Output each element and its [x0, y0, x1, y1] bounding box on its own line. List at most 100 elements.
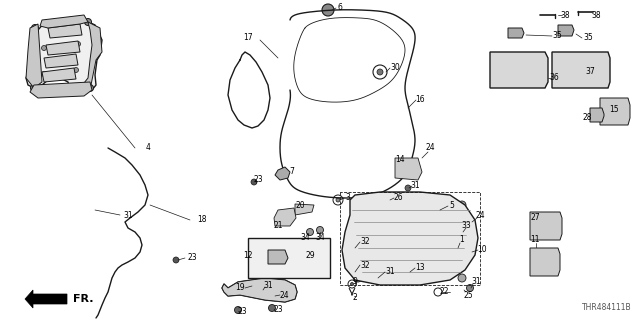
Text: 3: 3 [346, 194, 351, 203]
Text: 34: 34 [315, 234, 325, 243]
Text: FR.: FR. [73, 294, 93, 304]
Text: 31: 31 [123, 211, 133, 220]
Text: 6: 6 [337, 4, 342, 12]
Text: 30: 30 [390, 63, 400, 73]
Circle shape [234, 307, 241, 314]
Polygon shape [26, 18, 102, 92]
Polygon shape [295, 204, 314, 215]
Text: 29: 29 [305, 251, 315, 260]
Text: 9: 9 [353, 277, 357, 286]
Polygon shape [395, 158, 422, 180]
Text: 15: 15 [609, 106, 619, 115]
Text: 26: 26 [393, 194, 403, 203]
Circle shape [31, 25, 38, 31]
Circle shape [405, 185, 411, 191]
Circle shape [382, 232, 398, 248]
Text: 33: 33 [461, 220, 471, 229]
Text: 10: 10 [477, 245, 487, 254]
Polygon shape [274, 208, 296, 226]
Text: 34: 34 [300, 234, 310, 243]
Text: 37: 37 [585, 68, 595, 76]
Circle shape [458, 228, 465, 236]
Text: 22: 22 [439, 287, 449, 297]
Polygon shape [80, 22, 102, 94]
Text: 28: 28 [582, 114, 592, 123]
Circle shape [467, 284, 474, 292]
Polygon shape [342, 192, 478, 285]
Text: 31: 31 [471, 277, 481, 286]
Polygon shape [490, 52, 548, 88]
Circle shape [251, 179, 257, 185]
Text: 31: 31 [410, 180, 420, 189]
Text: 31: 31 [385, 268, 395, 276]
Text: 31: 31 [263, 281, 273, 290]
Text: 24: 24 [279, 291, 289, 300]
Polygon shape [558, 25, 574, 36]
Text: 32: 32 [360, 237, 370, 246]
Circle shape [354, 274, 362, 282]
Polygon shape [530, 248, 560, 276]
Circle shape [427, 232, 443, 248]
Circle shape [377, 69, 383, 75]
Circle shape [76, 42, 81, 46]
Text: 1: 1 [460, 236, 465, 244]
Polygon shape [25, 290, 67, 308]
Polygon shape [268, 250, 288, 264]
Text: 5: 5 [449, 201, 454, 210]
Polygon shape [222, 278, 297, 302]
Polygon shape [508, 28, 524, 38]
Text: 35: 35 [552, 30, 562, 39]
Text: 32: 32 [360, 260, 370, 269]
Polygon shape [530, 212, 562, 240]
Text: 19: 19 [235, 284, 245, 292]
Circle shape [317, 227, 323, 234]
Text: 23: 23 [187, 253, 197, 262]
Text: 14: 14 [395, 156, 405, 164]
Text: 25: 25 [463, 291, 473, 300]
Circle shape [458, 201, 466, 209]
Polygon shape [248, 238, 330, 278]
Polygon shape [42, 68, 76, 82]
Circle shape [354, 201, 362, 209]
Polygon shape [600, 98, 630, 125]
Text: 17: 17 [243, 34, 253, 43]
Circle shape [86, 84, 93, 92]
Text: 36: 36 [549, 74, 559, 83]
Circle shape [322, 4, 334, 16]
Circle shape [84, 19, 92, 26]
Circle shape [259, 287, 265, 293]
Circle shape [74, 68, 79, 73]
Polygon shape [26, 24, 42, 88]
Text: 18: 18 [197, 215, 207, 225]
Text: 16: 16 [415, 95, 425, 105]
Circle shape [42, 71, 47, 76]
Text: 38: 38 [560, 11, 570, 20]
Text: 38: 38 [591, 11, 601, 20]
Polygon shape [44, 54, 78, 68]
Polygon shape [590, 108, 604, 122]
Text: 23: 23 [237, 308, 247, 316]
Polygon shape [40, 15, 88, 28]
Circle shape [173, 257, 179, 263]
Polygon shape [275, 167, 290, 180]
Text: 20: 20 [295, 201, 305, 210]
Text: 23: 23 [273, 306, 283, 315]
Circle shape [42, 45, 47, 51]
Text: 21: 21 [273, 220, 283, 229]
Circle shape [336, 198, 340, 202]
Text: 35: 35 [583, 34, 593, 43]
Circle shape [458, 274, 466, 282]
Text: 4: 4 [145, 143, 150, 153]
Polygon shape [48, 24, 82, 38]
Text: 13: 13 [415, 263, 425, 273]
Polygon shape [30, 82, 92, 98]
Text: 27: 27 [530, 213, 540, 222]
Polygon shape [552, 52, 610, 88]
Circle shape [31, 84, 38, 92]
Text: 23: 23 [253, 175, 263, 185]
Circle shape [269, 305, 275, 311]
Polygon shape [46, 41, 80, 55]
Text: 12: 12 [243, 251, 253, 260]
Circle shape [307, 228, 314, 236]
Text: THR484111B: THR484111B [582, 303, 632, 312]
